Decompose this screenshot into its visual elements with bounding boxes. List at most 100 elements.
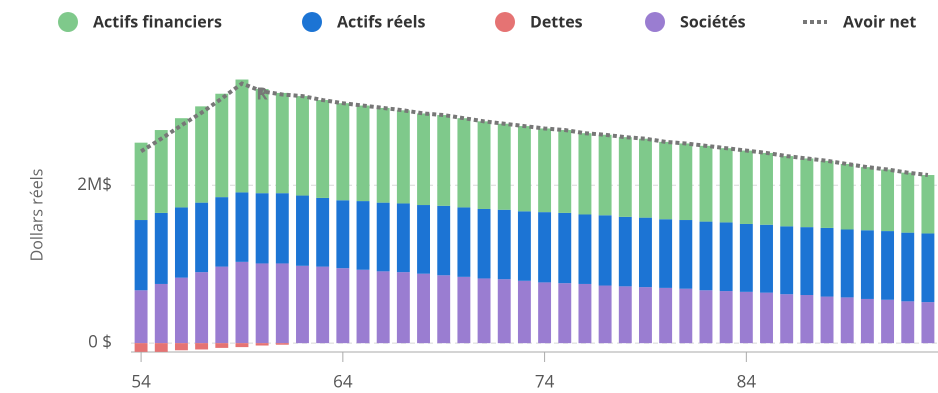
bar-segment — [840, 229, 854, 298]
bar-segment — [699, 145, 713, 222]
bar-segment — [517, 126, 531, 212]
bar-segment — [275, 92, 289, 194]
bar-segment — [840, 297, 854, 344]
bar-segment — [558, 212, 572, 284]
bar-segment — [760, 224, 773, 293]
bar-segment — [376, 202, 390, 272]
bar-segment — [497, 209, 511, 280]
bar-segment — [578, 133, 592, 215]
bar-segment — [881, 299, 895, 344]
bar-segment — [134, 343, 148, 352]
bar-segment — [255, 343, 269, 346]
bar-segment — [659, 287, 673, 344]
bar-segment — [881, 231, 895, 300]
bar-segment — [860, 230, 874, 299]
bar-segment — [639, 217, 652, 288]
legend-item: Sociétés — [645, 10, 746, 32]
bar-segment — [820, 296, 834, 344]
bar-segment — [598, 134, 612, 216]
bar-segment — [275, 193, 289, 264]
bar-segment — [255, 88, 269, 194]
bar-segment — [760, 292, 773, 344]
legend-label: Dettes — [530, 10, 583, 32]
bar-segment — [901, 172, 915, 233]
bar-segment — [195, 106, 209, 203]
bar-segment — [275, 263, 289, 344]
bar-segment — [618, 137, 632, 217]
bar-segment — [578, 214, 592, 284]
line-series — [140, 81, 929, 178]
bar-segment — [154, 343, 168, 352]
legend-item: Actifs financiers — [58, 10, 222, 32]
bar-segment — [780, 226, 794, 295]
bar-segment — [739, 223, 753, 292]
x-tick-label: 84 — [737, 370, 757, 393]
bar-segment — [457, 207, 471, 277]
bar-segment — [820, 227, 834, 297]
bar-segment — [296, 195, 309, 266]
bar-segment — [356, 269, 370, 344]
bar-segment — [134, 290, 148, 344]
bar-segment — [316, 197, 330, 267]
legend-item: Actifs réels — [302, 10, 425, 32]
bar-segment — [417, 113, 430, 206]
bar-segment — [316, 266, 330, 344]
bar-segment — [598, 215, 612, 286]
bar-segment — [437, 275, 451, 344]
legend-item: Dettes — [495, 10, 583, 32]
bar-segment — [800, 227, 814, 296]
bar-segment — [174, 343, 188, 351]
bar-segment — [457, 276, 471, 344]
bar-segment — [255, 263, 269, 344]
bar-segment — [356, 201, 370, 270]
bar-segment — [558, 130, 572, 213]
bar-segment — [235, 343, 249, 348]
bar-segment — [154, 212, 168, 284]
bar-segment — [174, 207, 188, 278]
bar-segment — [235, 192, 249, 262]
bar-segment — [921, 233, 935, 303]
y-tick-label: 0 $ — [88, 330, 112, 353]
bar-segment — [497, 123, 511, 210]
y-axis-label: Dollars réels — [25, 169, 47, 262]
bar-segment — [517, 211, 531, 281]
bar-segment — [174, 118, 188, 208]
bar-segment — [800, 158, 814, 228]
bar-segment — [618, 286, 632, 344]
bar-segment — [255, 193, 269, 264]
bar-segment — [477, 208, 491, 279]
bar-segment — [679, 220, 693, 289]
x-tick-label: 64 — [333, 370, 353, 393]
x-tick-label: 74 — [535, 370, 555, 393]
bar-segment — [296, 96, 309, 196]
bar-segment — [538, 128, 552, 213]
bar-segment — [275, 343, 289, 345]
bar-segment — [679, 288, 693, 344]
bar-segment — [396, 110, 410, 204]
legend-label: Actifs financiers — [93, 10, 222, 32]
bar-segment — [356, 105, 370, 202]
legend-swatch — [58, 12, 78, 32]
bar-segment — [618, 216, 632, 287]
bar-segment — [195, 343, 209, 350]
annotation: R — [256, 82, 268, 105]
bar-segment — [296, 265, 309, 344]
bar-segment — [639, 138, 652, 218]
bar-segment — [316, 100, 330, 198]
bar-segment — [134, 220, 148, 291]
bar-segment — [800, 295, 814, 344]
bar-segment — [396, 272, 410, 344]
bar-segment — [417, 273, 430, 344]
bar-segment — [417, 205, 430, 274]
bar-segment — [901, 232, 915, 302]
bar-segment — [739, 150, 753, 224]
bar-segment — [719, 291, 733, 344]
bar-segment — [195, 272, 209, 344]
bar-segment — [235, 261, 249, 344]
legend-label: Sociétés — [680, 10, 746, 32]
bar-segment — [780, 294, 794, 344]
bar-segment — [760, 152, 773, 225]
y-tick-label: 2M$ — [77, 172, 112, 195]
legend-label: Actifs réels — [337, 10, 425, 32]
